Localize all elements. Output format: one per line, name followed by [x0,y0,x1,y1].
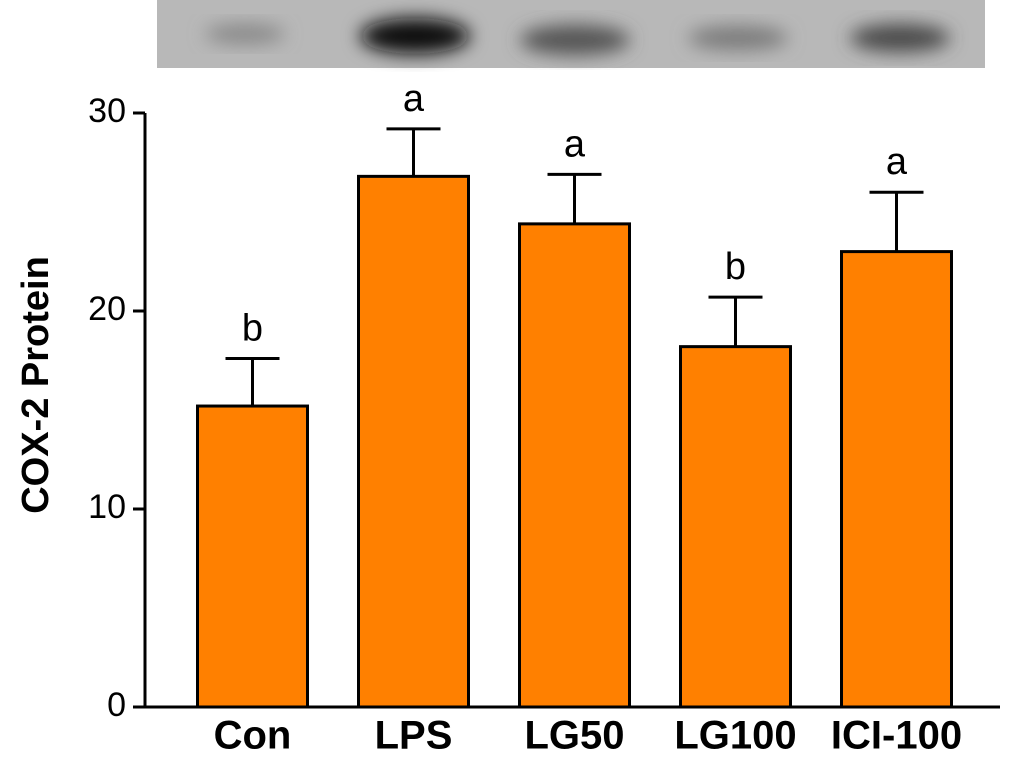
y-tick-label: 10 [88,488,126,526]
x-tick-label: Con [214,714,292,758]
significance-letter: a [886,141,908,183]
bar [520,224,630,707]
bar [842,252,952,707]
y-tick-label: 0 [107,686,126,724]
x-tick-label: LG100 [674,714,796,758]
y-axis-label: COX-2 Protein [15,256,57,514]
x-tick-label: ICI-100 [831,714,962,758]
chart: COX-2 Protein 0 10 20 30 b Con a LPS a LG50 b LG100… [0,0,1028,759]
y-tick-label: 30 [88,92,126,130]
bar [681,347,791,707]
x-tick-label: LPS [375,714,453,758]
significance-letter: b [725,246,746,288]
bar [198,406,308,707]
significance-letter: a [403,78,425,120]
western-blot [157,0,985,68]
significance-letter: a [564,123,586,165]
x-tick-label: LG50 [524,714,624,758]
significance-letter: b [242,308,263,350]
y-tick-label: 20 [88,290,126,328]
bar [359,176,469,707]
